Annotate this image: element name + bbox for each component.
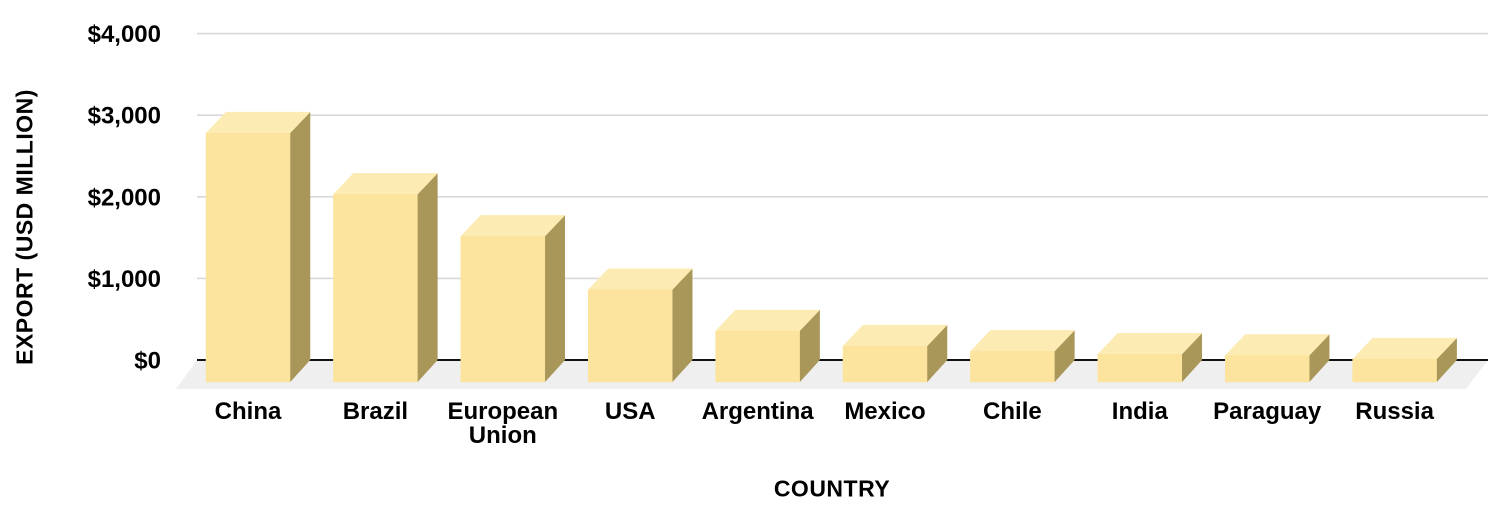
y-tick-label-0: $0: [134, 348, 161, 375]
x-tick-label-european-union: European Union: [447, 398, 558, 449]
x-tick-label-usa: USA: [605, 398, 656, 425]
y-tick-label-1000: $1,000: [88, 266, 161, 293]
bar-side-face: [544, 214, 566, 383]
bar-front-face: [970, 351, 1055, 383]
bar-front-face: [587, 289, 673, 383]
y-axis-title: EXPORT (USD MILLION): [11, 89, 38, 365]
bar-front-face: [1352, 358, 1437, 383]
x-axis-title: COUNTRY: [773, 475, 891, 502]
bar-european-union: [460, 214, 566, 383]
bar-india: [1097, 332, 1203, 383]
x-tick-label-mexico: Mexico: [844, 398, 925, 425]
bar-front-face: [715, 330, 800, 383]
x-tick-label-chile: Chile: [983, 398, 1042, 425]
bar-paraguay: [1224, 333, 1330, 383]
bar-russia: [1352, 337, 1458, 383]
bar-front-face: [205, 132, 291, 383]
y-tick-label-2000: $2,000: [88, 184, 161, 211]
x-tick-label-china: China: [215, 398, 282, 425]
y-tick-label-4000: $4,000: [88, 21, 161, 48]
bar-chile: [969, 329, 1075, 383]
bar-front-face: [1097, 354, 1183, 383]
bar-argentina: [715, 309, 821, 383]
bar-front-face: [842, 345, 928, 383]
x-tick-label-russia: Russia: [1355, 398, 1434, 425]
bar-side-face: [289, 111, 311, 383]
x-tick-label-brazil: Brazil: [343, 398, 408, 425]
bar-front-face: [333, 194, 418, 383]
x-tick-label-paraguay: Paraguay: [1213, 398, 1322, 425]
x-tick-label-argentina: Argentina: [702, 398, 815, 425]
bar-china: [205, 111, 311, 383]
bar-front-face: [460, 236, 546, 383]
bar-mexico: [842, 324, 948, 383]
bar-brazil: [332, 172, 438, 383]
bar-front-face: [1224, 355, 1310, 383]
y-tick-label-3000: $3,000: [88, 103, 161, 130]
x-tick-label-india: India: [1112, 398, 1169, 425]
bar-usa: [587, 268, 693, 383]
bar-side-face: [417, 172, 438, 383]
